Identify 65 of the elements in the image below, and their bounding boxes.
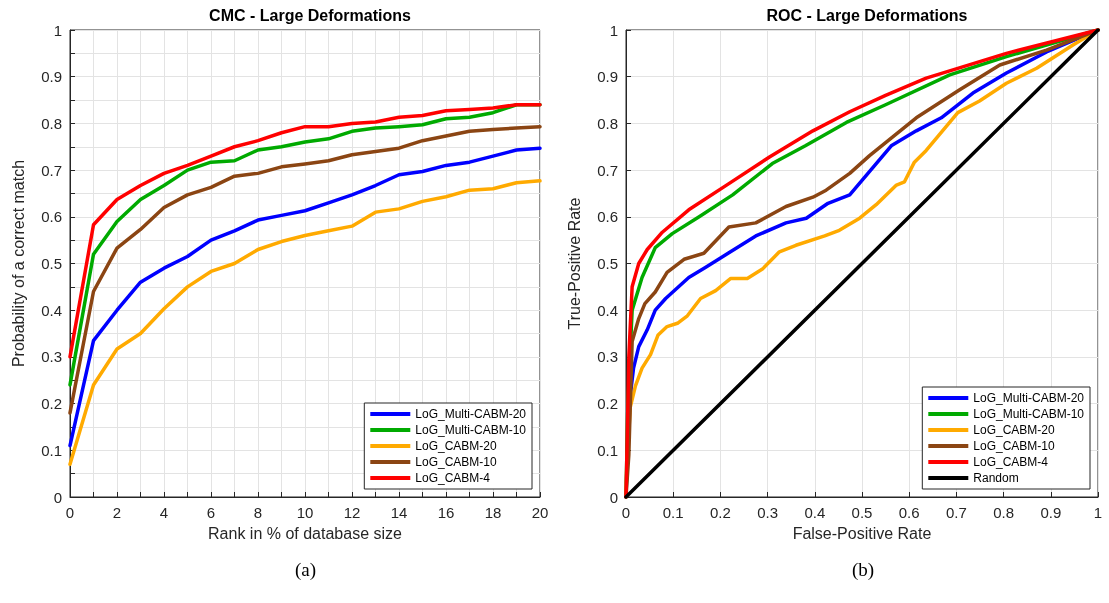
chart-title: CMC - Large Deformations — [209, 6, 411, 24]
y-tick-label: 0.5 — [597, 255, 618, 272]
line-series — [624, 28, 1100, 499]
x-tick-label: 0 — [65, 504, 75, 521]
y-tick-label: 0.1 — [41, 441, 62, 459]
y-tick-label: 0.9 — [597, 68, 618, 86]
x-tick-label: 1 — [1093, 504, 1103, 521]
chart-title: ROC - Large Deformations — [766, 6, 968, 24]
legend-label: LoG_CABM-20 — [415, 439, 497, 453]
y-tick-label: 0.2 — [41, 395, 62, 413]
x-tick-label: 20 — [531, 504, 549, 521]
y-tick-label: 0.6 — [41, 208, 62, 226]
x-tick-label: 12 — [343, 504, 361, 521]
x-axis-title: False-Positive Rate — [792, 524, 932, 542]
y-tick-label: 1 — [53, 21, 62, 39]
y-tick-label: 0.9 — [41, 68, 62, 86]
x-tick-label: 10 — [296, 504, 314, 521]
y-tick-label: 0.7 — [597, 161, 618, 179]
x-tick-label: 0.7 — [945, 504, 967, 521]
legend-label: LoG_CABM-20 — [973, 423, 1055, 437]
legend-label: LoG_CABM-4 — [415, 471, 491, 485]
x-tick-label: 0.4 — [804, 504, 826, 521]
y-tick-label: 0.5 — [41, 255, 62, 272]
legend-label: LoG_Multi-CABM-20 — [973, 391, 1085, 405]
x-axis-title: Rank in % of database size — [208, 524, 403, 542]
legend-label: LoG_Multi-CABM-10 — [415, 423, 527, 437]
x-tick-label: 18 — [484, 504, 502, 521]
x-tick-label: 0.6 — [898, 504, 920, 521]
text: (a) — [295, 559, 317, 581]
y-axis-title: True-Positive Rate — [565, 197, 583, 330]
y-tick-label: 0.1 — [597, 441, 618, 459]
legend-label: LoG_Multi-CABM-20 — [415, 407, 527, 421]
legend-label: LoG_Multi-CABM-10 — [973, 407, 1085, 421]
y-tick-label: 0.8 — [597, 114, 618, 132]
y-tick-label: 0.8 — [41, 114, 62, 132]
legend-label: Random — [973, 471, 1019, 485]
legend-label: LoG_CABM-10 — [973, 439, 1055, 453]
y-tick-label: 0.3 — [597, 348, 618, 366]
y-tick-label: 1 — [609, 21, 618, 39]
x-tick-label: 0 — [621, 504, 631, 521]
x-tick-label: 0.3 — [757, 504, 779, 521]
line-series — [68, 179, 542, 467]
x-tick-label: 2 — [112, 504, 122, 521]
y-tick-label: 0.4 — [41, 301, 62, 319]
y-tick-label: 0.3 — [41, 348, 62, 366]
x-tick-label: 16 — [437, 504, 455, 521]
legend-label: LoG_CABM-4 — [973, 455, 1049, 469]
x-tick-label: 0.5 — [851, 504, 873, 521]
x-tick-label: 0.8 — [993, 504, 1015, 521]
x-tick-label: 0.2 — [709, 504, 731, 521]
legend-label: LoG_CABM-10 — [415, 455, 497, 469]
y-tick-label: 0 — [53, 488, 62, 506]
y-tick-label: 0.7 — [41, 161, 62, 179]
y-tick-label: 0 — [609, 488, 618, 506]
y-tick-label: 0.4 — [597, 301, 618, 319]
text: (b) — [852, 559, 875, 581]
x-tick-label: 0.9 — [1040, 504, 1062, 521]
x-tick-label: 8 — [253, 504, 263, 521]
x-tick-label: 6 — [206, 504, 216, 521]
y-tick-label: 0.2 — [597, 395, 618, 413]
x-tick-label: 4 — [159, 504, 169, 521]
x-tick-label: 14 — [390, 504, 408, 521]
x-tick-label: 0.1 — [662, 504, 684, 521]
y-tick-label: 0.6 — [597, 208, 618, 226]
y-axis-title: Probability of a correct match — [9, 159, 27, 368]
